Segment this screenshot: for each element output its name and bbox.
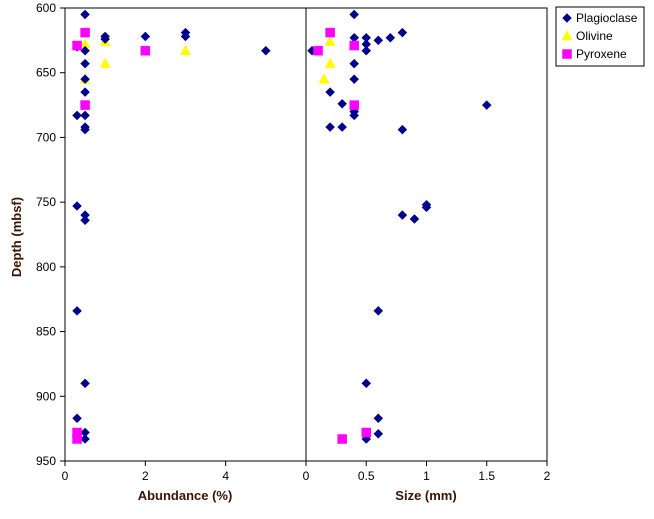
plagioclase-point [260, 45, 271, 56]
plot-frame-1 [64, 7, 307, 462]
legend-label-olivine: Olivine [576, 29, 613, 43]
plagioclase-point [80, 434, 90, 444]
plagioclase-point [349, 110, 360, 121]
plagioclase-point [349, 74, 360, 85]
pyroxene-point [72, 434, 82, 444]
olivine-point [324, 57, 336, 68]
plagioclase-point [80, 378, 90, 389]
pyroxene-point [349, 40, 359, 51]
data-points [72, 9, 492, 444]
x-tick-label: 2 [142, 469, 149, 483]
pyroxene-point [80, 27, 90, 38]
y-axis-ticks: 600 650 700 750 800 850 900 950 [36, 1, 65, 468]
plagioclase-point [80, 9, 90, 20]
y-tick-label: 700 [36, 130, 56, 144]
olivine-point [99, 57, 111, 68]
plagioclase-point [80, 87, 90, 97]
plagioclase-point [397, 210, 408, 220]
x-tick-label: 0.5 [358, 469, 375, 483]
plagioclase-point [72, 201, 82, 211]
legend-label-plagioclase: Plagioclase [576, 11, 638, 25]
plot-frames [64, 7, 548, 462]
plagioclase-point [481, 100, 492, 110]
olivine-point [324, 35, 336, 46]
legend-entries: Plagioclase Olivine Pyroxene [561, 11, 638, 61]
plagioclase-point [373, 35, 384, 46]
plagioclase-point [72, 306, 82, 316]
pyroxene-point [349, 100, 359, 110]
legend-label-pyroxene: Pyroxene [576, 47, 627, 61]
plagioclase-point [361, 378, 372, 389]
x-tick-label: 1 [423, 469, 430, 483]
plagioclase-point [349, 9, 360, 20]
pyroxene-point [80, 100, 90, 110]
plagioclase-point [397, 124, 408, 135]
y-tick-label: 600 [36, 1, 56, 15]
plagioclase-point [349, 58, 360, 69]
plagioclase-point [80, 110, 90, 121]
x-tick-label: 0 [303, 469, 310, 483]
plagioclase-point [421, 202, 432, 213]
plagioclase-point [409, 214, 420, 224]
y-tick-label: 900 [36, 389, 56, 403]
pyroxene-point [325, 27, 335, 38]
x-axis-title-size: Size (mm) [395, 488, 456, 503]
plagioclase-point [80, 124, 90, 135]
pyroxene-point [72, 40, 82, 51]
y-tick-label: 800 [36, 260, 56, 274]
y-axis-title: Depth (mbsf) [9, 197, 24, 277]
y-tick-label: 650 [36, 66, 56, 80]
x-tick-label: 4 [222, 469, 229, 483]
olivine-point [180, 44, 191, 55]
plot-frame-2 [305, 7, 548, 462]
y-tick-label: 850 [36, 325, 56, 339]
plagioclase-point [385, 32, 396, 43]
y-tick-label: 750 [36, 195, 56, 209]
x-axis-ticks: 0 2 4 0 0.5 1 1.5 2 [62, 461, 551, 483]
plagioclase-point [337, 98, 348, 109]
plagioclase-point [373, 306, 384, 316]
plagioclase-point [80, 45, 90, 56]
plagioclase-point [373, 428, 384, 439]
plagioclase-point [325, 87, 335, 97]
x-axis-title-abundance: Abundance (%) [138, 488, 233, 503]
legend-marker-pyroxene [562, 49, 572, 59]
plagioclase-point [72, 413, 82, 424]
pyroxene-point [313, 45, 323, 56]
legend: Plagioclase Olivine Pyroxene [555, 6, 645, 67]
legend-marker-plagioclase [562, 13, 572, 23]
x-tick-label: 2 [544, 469, 551, 483]
plagioclase-point [325, 122, 335, 132]
pyroxene-point [337, 434, 347, 444]
plagioclase-point [72, 110, 82, 121]
plagioclase-point [373, 413, 384, 424]
olivine-point [318, 73, 330, 84]
pyroxene-point [140, 45, 151, 56]
x-tick-label: 1.5 [478, 469, 495, 483]
plagioclase-point [80, 74, 90, 85]
legend-marker-olivine [561, 29, 573, 41]
plagioclase-point [80, 58, 90, 69]
plagioclase-point [337, 122, 348, 132]
plagioclase-point [100, 34, 111, 44]
plagioclase-point [361, 45, 372, 56]
x-tick-label: 0 [62, 469, 69, 483]
y-tick-label: 950 [36, 454, 56, 468]
plagioclase-point [80, 215, 90, 226]
pyroxene-point [361, 427, 371, 438]
plagioclase-point [397, 27, 408, 38]
plagioclase-point [180, 31, 191, 42]
plagioclase-point [140, 31, 151, 42]
